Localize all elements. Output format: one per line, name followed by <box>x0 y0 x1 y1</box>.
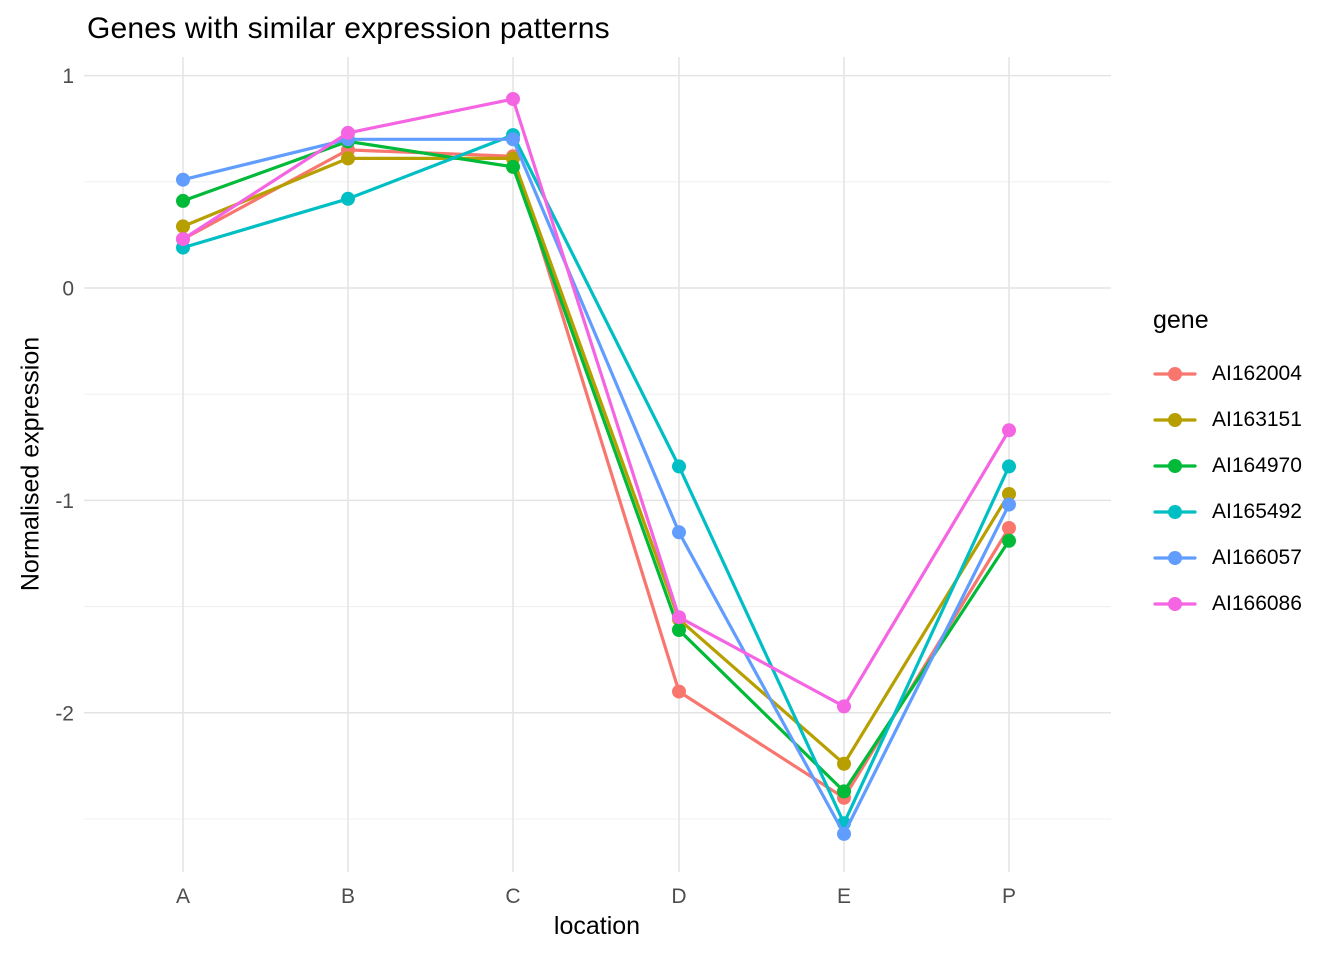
data-point-AI164970-C <box>506 159 520 174</box>
legend-entry-AI165492: AI165492 <box>1153 489 1302 535</box>
legend-key-icon <box>1153 597 1197 611</box>
data-point-AI162004-P <box>1002 521 1016 535</box>
data-point-AI164970-D <box>672 623 686 637</box>
data-point-AI166057-A <box>176 172 190 187</box>
y-tick-label: 0 <box>62 278 74 301</box>
data-point-AI163151-P <box>1002 487 1016 501</box>
legend-label: AI163151 <box>1212 408 1302 431</box>
data-point-AI166057-D <box>672 525 686 540</box>
legend-entries: AI162004 AI163151 AI164970 AI165492 AI166057… <box>1153 351 1302 627</box>
data-point-AI164970-P <box>1002 533 1016 548</box>
y-tick-label: 1 <box>62 65 74 88</box>
data-point-AI163151-E <box>837 756 851 771</box>
series-line-AI166057 <box>181 137 1011 836</box>
chart-title: Genes with similar expression patterns <box>87 12 610 45</box>
x-axis-title: location <box>553 912 641 940</box>
legend-entry-AI162004: AI162004 <box>1153 351 1302 397</box>
data-point-AI166086-C <box>506 92 520 106</box>
legend-entry-AI163151: AI163151 <box>1153 397 1302 443</box>
data-point-AI166086-A <box>176 232 190 247</box>
legend-key-dot <box>1168 367 1182 381</box>
legend-key-icon <box>1153 367 1197 381</box>
legend: gene AI162004 AI163151 AI164970 AI165492 AI1… <box>1153 306 1302 627</box>
legend-key-dot <box>1168 597 1182 611</box>
series-line-AI166086 <box>181 97 1011 709</box>
legend-key-dot <box>1168 551 1182 565</box>
y-axis-title: Normalised expression <box>16 336 45 592</box>
legend-key-dot <box>1168 505 1182 519</box>
legend-label: AI166086 <box>1212 592 1302 615</box>
series-line-AI165492 <box>181 133 1011 825</box>
legend-key-dot <box>1168 413 1182 427</box>
data-point-AI166086-P <box>1002 423 1016 438</box>
data-point-AI166057-C <box>506 132 520 147</box>
data-point-AI165492-B <box>341 191 355 206</box>
legend-entry-AI164970: AI164970 <box>1153 443 1302 489</box>
data-point-AI164970-E <box>837 784 851 799</box>
legend-key-dot <box>1168 459 1182 473</box>
x-tick-label: B <box>341 885 355 908</box>
data-point-AI166086-E <box>837 699 851 714</box>
legend-label: AI166057 <box>1212 546 1302 569</box>
data-point-AI163151-A <box>176 219 190 234</box>
x-tick-label: A <box>176 885 190 908</box>
data-point-AI166057-E <box>837 826 851 841</box>
data-point-AI166057-P <box>1002 497 1016 512</box>
data-point-AI165492-P <box>1002 459 1016 474</box>
legend-key-icon <box>1153 505 1197 519</box>
legend-entry-AI166086: AI166086 <box>1153 581 1302 627</box>
data-point-AI166086-D <box>672 610 686 625</box>
data-point-AI163151-B <box>341 151 355 166</box>
legend-key-icon <box>1153 459 1197 473</box>
series-line-AI162004 <box>181 148 1011 800</box>
legend-key-icon <box>1153 413 1197 427</box>
data-point-AI166086-B <box>341 125 355 140</box>
legend-label: AI164970 <box>1212 454 1302 477</box>
y-tick-label: -1 <box>55 490 74 513</box>
series-line-AI163151 <box>181 156 1011 766</box>
x-tick-label: E <box>837 885 851 908</box>
data-point-AI164970-A <box>176 193 190 208</box>
x-tick-label: C <box>505 885 520 908</box>
x-tick-label: P <box>1002 885 1016 908</box>
legend-label: AI165492 <box>1212 500 1302 523</box>
x-tick-label: D <box>671 885 686 908</box>
legend-entry-AI166057: AI166057 <box>1153 535 1302 581</box>
y-tick-label: -2 <box>55 702 74 725</box>
data-point-AI162004-D <box>672 684 686 699</box>
legend-title: gene <box>1153 306 1209 334</box>
legend-key-icon <box>1153 551 1197 565</box>
data-point-AI165492-D <box>672 459 686 474</box>
legend-label: AI162004 <box>1212 362 1302 385</box>
